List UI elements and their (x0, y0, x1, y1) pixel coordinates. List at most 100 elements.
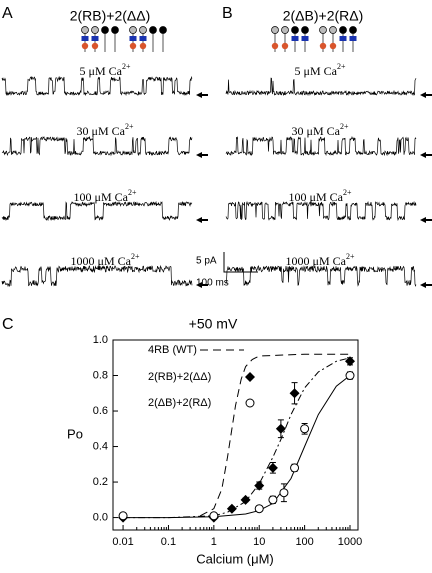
closed-level-arrow (196, 92, 208, 98)
circle-marker (279, 488, 289, 498)
chart-title: +50 mV (189, 316, 238, 332)
x-tick-label: 1 (211, 536, 217, 548)
icon-head (111, 26, 119, 34)
panel-title: 2(RB)+2(ΔΔ) (70, 8, 151, 24)
y-tick-label: 0.4 (93, 440, 108, 452)
current-trace (1, 264, 193, 288)
icon-box (301, 36, 309, 41)
traces: 5 μM Ca2+ 30 μM Ca2+ 100 μM Ca2+ 1000 μM Ca… (1, 62, 432, 288)
diamond-marker (289, 388, 300, 399)
closed-level-arrow (196, 152, 208, 158)
subunit-icons (81, 26, 357, 52)
icon-box (339, 36, 347, 41)
current-trace (225, 265, 417, 287)
current-trace (225, 135, 417, 157)
legend-marker (245, 372, 255, 382)
icon-foot (329, 42, 337, 50)
circle-marker (268, 495, 278, 505)
icon-head (291, 26, 299, 34)
icon-head (271, 26, 279, 34)
icon-box (139, 36, 147, 41)
closed-level-arrow (196, 282, 208, 288)
icon-head (139, 26, 147, 34)
current-trace (1, 75, 193, 97)
y-tick-label: 0.8 (93, 369, 108, 381)
icon-foot (281, 42, 289, 50)
scale-bar: 5 pA 100 ms (196, 252, 258, 289)
circle-marker (300, 424, 310, 434)
icon-foot (319, 42, 327, 50)
circle-marker (254, 504, 264, 514)
icon-head (339, 26, 347, 34)
icon-head (81, 26, 89, 34)
diamond-marker (267, 462, 278, 473)
icon-foot (81, 42, 89, 50)
diamond-marker (345, 356, 356, 367)
scale-label: 5 pA (196, 256, 217, 267)
icon-head (281, 26, 289, 34)
current-trace (225, 200, 417, 222)
circle-marker (290, 463, 300, 473)
y-tick-label: 0.6 (93, 405, 108, 417)
fit-curve (199, 353, 350, 517)
x-tick-label: 0.01 (112, 536, 133, 548)
legend-label: 4RB (WT) (148, 344, 197, 356)
condition-label: 5 μM Ca2+ (80, 62, 131, 78)
current-trace (1, 200, 193, 222)
condition-label: 1000 μM Ca2+ (286, 252, 355, 268)
icon-box (91, 36, 99, 41)
panel-title: 2(ΔB)+2(RΔ) (283, 8, 364, 24)
icon-box (129, 36, 137, 41)
icon-head (159, 26, 167, 34)
panel-label: A (2, 5, 13, 22)
scale-label: 100 ms (196, 278, 229, 289)
closed-level-arrow (196, 217, 208, 223)
circle-marker (118, 511, 128, 521)
icon-head (149, 26, 157, 34)
y-axis-label: Po (67, 426, 83, 441)
icon-head (129, 26, 137, 34)
current-trace (225, 77, 417, 97)
x-axis-label: Calcium (μM) (196, 551, 274, 566)
icon-box (291, 36, 299, 41)
diamond-marker (275, 423, 286, 434)
condition-label: 100 μM Ca2+ (289, 188, 352, 204)
icon-box (81, 36, 89, 41)
condition-label: 5 μM Ca2+ (295, 62, 346, 78)
x-tick-label: 10 (253, 536, 265, 548)
icon-head (349, 26, 357, 34)
current-trace (1, 135, 193, 157)
legend-label: 2(RB)+2(ΔΔ) (148, 371, 211, 383)
condition-label: 1000 μM Ca2+ (71, 252, 140, 268)
condition-label: 100 μM Ca2+ (74, 188, 137, 204)
panel-label: B (222, 5, 233, 22)
icon-head (301, 26, 309, 34)
legend-label: 2(ΔB)+2(RΔ) (148, 397, 211, 409)
icon-box (349, 36, 357, 41)
diamond-marker (254, 480, 265, 491)
plot-frame (112, 339, 359, 531)
icon-foot (271, 42, 279, 50)
icon-head (101, 26, 109, 34)
condition-label: 30 μM Ca2+ (77, 122, 134, 138)
closed-level-arrow (420, 282, 432, 288)
diamond-marker (240, 494, 251, 505)
icon-foot (129, 42, 137, 50)
circle-marker (345, 371, 355, 381)
legend-marker (245, 398, 255, 408)
y-tick-label: 0.0 (93, 511, 108, 523)
chart: 0.01 0.1 1 10 100 1000 0.0 0.2 0.4 0.6 0.8 1.0 4RB (… (93, 334, 363, 548)
x-tick-label: 0.1 (161, 536, 176, 548)
y-tick-label: 1.0 (93, 334, 108, 346)
icon-head (329, 26, 337, 34)
closed-level-arrow (420, 92, 432, 98)
panel-label: C (2, 316, 14, 333)
x-tick-label: 1000 (338, 536, 362, 548)
closed-level-arrow (420, 217, 432, 223)
x-tick-label: 100 (295, 536, 313, 548)
icon-foot (91, 42, 99, 50)
y-tick-label: 0.2 (93, 476, 108, 488)
icon-head (91, 26, 99, 34)
closed-level-arrow (420, 152, 432, 158)
